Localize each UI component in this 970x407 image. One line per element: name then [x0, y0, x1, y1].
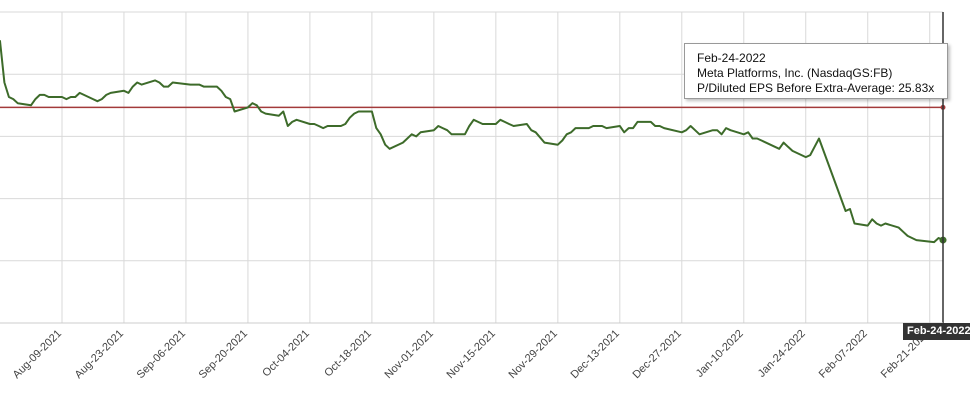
x-tick-label: Aug-23-2021 — [73, 328, 126, 381]
tooltip-metric: P/Diluted EPS Before Extra-Average: 25.8… — [697, 81, 935, 95]
x-tick-label: Dec-27-2021 — [630, 328, 683, 381]
x-tick-label: Sep-20-2021 — [197, 328, 250, 381]
series-line — [0, 40, 944, 244]
grid-lines — [0, 11, 943, 324]
x-tick-label: Sep-06-2021 — [135, 328, 188, 381]
x-tick-label: Nov-15-2021 — [445, 328, 498, 381]
x-tick-label: Oct-04-2021 — [260, 328, 312, 380]
average-line-group — [0, 104, 946, 110]
x-tick-label: Aug-09-2021 — [11, 328, 64, 381]
tooltip-date: Feb-24-2022 — [697, 51, 766, 65]
data-tooltip: Feb-24-2022 Meta Platforms, Inc. (Nasdaq… — [684, 43, 948, 99]
x-tick-label: Dec-13-2021 — [568, 328, 621, 381]
x-tick-label: Nov-01-2021 — [383, 328, 436, 381]
x-tick-label: Feb-07-2022 — [817, 328, 870, 381]
x-axis-tick-labels: Aug-09-2021 Aug-23-2021 Sep-06-2021 Sep-20-… — [11, 328, 932, 381]
x-tick-label: Oct-18-2021 — [322, 328, 374, 380]
crosshair-date-badge: Feb-24-2022 — [903, 323, 970, 340]
x-tick-label: Nov-29-2021 — [506, 328, 559, 381]
tooltip-company: Meta Platforms, Inc. (NasdaqGS:FB) — [697, 66, 893, 80]
x-tick-label: Jan-10-2022 — [694, 328, 746, 380]
x-tick-label: Jan-24-2022 — [756, 328, 808, 380]
